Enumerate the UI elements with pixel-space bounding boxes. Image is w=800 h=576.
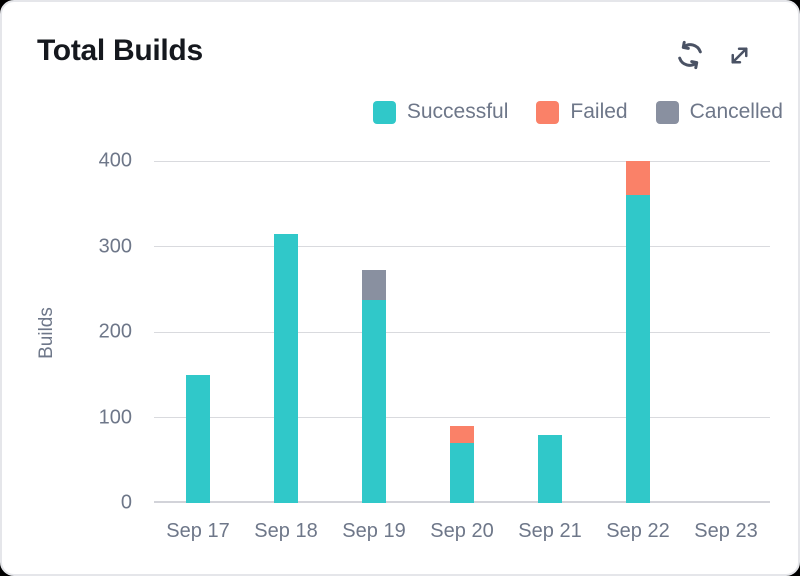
y-tick-label-0: 0	[120, 491, 132, 514]
y-tick-label-300: 300	[98, 235, 132, 257]
gridline-300	[154, 246, 770, 247]
bar-segment-failed-sep-20	[450, 426, 474, 444]
bar-segment-successful-sep-20	[450, 443, 474, 503]
bar-segment-successful-sep-21	[538, 434, 562, 503]
bar-segment-failed-sep-22	[626, 161, 650, 196]
y-tick-label-200: 200	[98, 320, 132, 343]
legend-swatch-successful	[372, 100, 396, 124]
gridline-400	[154, 160, 770, 162]
bar-segment-successful-sep-17	[186, 374, 210, 503]
bar-segment-successful-sep-19	[362, 299, 386, 503]
x-tick-label-sep-23: Sep 23	[694, 520, 758, 542]
expand-icon	[726, 42, 753, 69]
legend-label-cancelled: Cancelled	[689, 100, 783, 123]
legend-item-successful[interactable]: Successful	[372, 100, 509, 124]
x-tick-label-sep-21: Sep 21	[518, 520, 582, 542]
legend-label-failed: Failed	[570, 100, 628, 123]
refresh-icon	[674, 39, 706, 71]
x-tick-label-sep-18: Sep 18	[254, 520, 318, 542]
page-title: Total Builds	[37, 34, 203, 67]
legend-swatch-failed	[536, 100, 560, 124]
legend-item-failed[interactable]: Failed	[536, 100, 628, 124]
y-tick-label-100: 100	[98, 406, 132, 428]
x-tick-label-sep-20: Sep 20	[430, 520, 494, 542]
bar-segment-successful-sep-22	[626, 195, 650, 503]
gridline-100	[154, 417, 770, 418]
x-axis-ticks: Sep 17 Sep 18 Sep 19 Sep 20 Sep 21 Sep 22 Sep …	[154, 520, 770, 546]
plot-area	[154, 160, 770, 503]
refresh-button[interactable]	[674, 39, 706, 71]
card-actions	[674, 39, 753, 71]
expand-button[interactable]	[726, 42, 753, 69]
legend-item-cancelled[interactable]: Cancelled	[655, 100, 783, 124]
x-tick-label-sep-17: Sep 17	[166, 520, 230, 542]
legend-label-successful: Successful	[406, 100, 509, 123]
y-tick-label-400: 400	[98, 149, 132, 172]
chart-legend: Successful Failed Cancelled	[372, 100, 783, 124]
x-tick-label-sep-22: Sep 22	[606, 520, 670, 542]
bar-segment-cancelled-sep-19	[362, 270, 386, 300]
y-axis-ticks: 0 100 200 300 400	[2, 150, 132, 514]
x-tick-label-sep-19: Sep 19	[342, 520, 406, 542]
gridline-200	[154, 331, 770, 333]
bar-segment-successful-sep-18	[274, 233, 298, 503]
legend-swatch-cancelled	[655, 100, 679, 124]
